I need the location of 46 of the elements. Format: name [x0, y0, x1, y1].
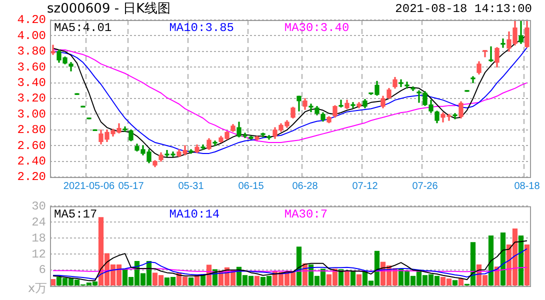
y-tick-label: 3.40 [17, 76, 46, 90]
bar [254, 276, 260, 286]
bar [452, 280, 458, 286]
bar [488, 235, 494, 286]
text: MA10:3.85 [169, 21, 234, 36]
y-tick-label: 6 [38, 263, 46, 278]
y-tick-label: 3.00 [17, 107, 46, 122]
x-tick-label: 06-15 [238, 180, 264, 192]
series-label: MA5:4.01 [54, 21, 112, 36]
y-tick-label: 18 [32, 231, 46, 246]
y-axis-title: x万 [28, 281, 48, 296]
bar [500, 232, 506, 286]
x-tick-label: 07-26 [412, 180, 438, 192]
y-tick-label: 4.00 [17, 28, 46, 43]
y-tick-label: 2.20 [17, 170, 46, 184]
x-tick-label: 05-31 [178, 180, 204, 192]
text: MA30:3.40 [284, 21, 350, 36]
y-tick-label: 3.80 [17, 44, 46, 59]
y-tick-label: 3.20 [17, 92, 46, 106]
bar [458, 278, 464, 286]
y-tick-label: 2.60 [17, 138, 46, 153]
bar [518, 235, 524, 286]
text: MA5:17 [54, 207, 98, 222]
x-tick-label: 2021-05-06 [63, 180, 116, 192]
x-tick-label: 08-18 [514, 180, 540, 192]
y-tick-label: 12 [32, 247, 46, 262]
y-tick-label: 30 [32, 199, 46, 214]
bar [356, 274, 362, 286]
x-tick-label: 06-28 [292, 180, 318, 192]
bar [338, 269, 344, 286]
y-tick-label: 2.80 [17, 123, 46, 138]
bar [296, 246, 302, 286]
y-tick-label: 3.60 [17, 60, 46, 74]
bar [188, 277, 194, 286]
y-tick-label: 2.40 [17, 154, 46, 168]
y-tick-label: 4.20 [17, 13, 46, 28]
text: MA10:14 [169, 207, 220, 222]
bar [524, 244, 530, 286]
chart-subtitle: 2021-08-18 14:13:00 [395, 2, 532, 16]
text: MA30:7 [284, 207, 328, 222]
bar [350, 271, 356, 286]
y-tick-label: 24 [32, 215, 46, 230]
bar [344, 271, 350, 286]
x-tick-label: 05-17 [118, 180, 144, 192]
chart-title: sz000609 - 日K线图 [47, 1, 171, 16]
x-tick-label: 07-12 [352, 180, 378, 192]
